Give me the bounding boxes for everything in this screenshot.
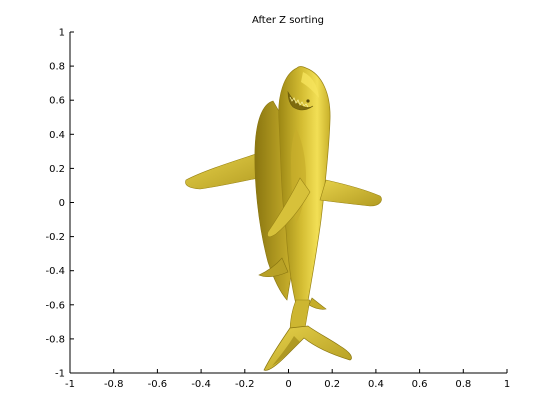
y-tick-label: -0.4 <box>45 266 65 277</box>
shark-pectoral-fin-left <box>185 151 269 190</box>
x-tick-label: -0.4 <box>191 379 211 390</box>
axes: -1 -0.8 -0.6 -0.4 -0.2 0 0.2 0.4 0.6 0.8 1 -1-0.8-… <box>45 28 510 391</box>
shark-tail-fin <box>263 325 352 371</box>
shark-front-fin <box>267 177 311 238</box>
y-tick-label: -0.6 <box>45 300 65 311</box>
x-tick-label: 0.2 <box>324 379 340 390</box>
y-ticks: -1 -0.8 -0.6 -0.4 -0.2 0 0.2 0.4 0.6 0.8 1 <box>45 28 74 380</box>
x-tick-label: -0.8 <box>104 379 124 390</box>
y-tick-label: -0.2 <box>45 232 65 243</box>
y-tick-label: 0 <box>59 198 65 209</box>
y-tick-label: -0.8 <box>45 334 65 345</box>
shark-snout-highlight <box>301 72 319 98</box>
y-tick-label: 1 <box>59 28 65 39</box>
x-tick-label: 0.4 <box>368 379 384 390</box>
y-tick-label: -1 <box>55 369 65 380</box>
shark-pelvic-fin <box>258 257 289 277</box>
x-ticks: -1 -0.8 -0.6 -0.4 -0.2 0 0.2 0.4 0.6 0.8 1 <box>65 369 510 390</box>
shark-pectoral-fin-right <box>319 179 382 207</box>
chart-title: After Z sorting <box>252 15 324 26</box>
x-tick-label: 1 <box>504 379 510 390</box>
y-tick-label: 0.4 <box>49 130 65 141</box>
x-tick-label: 0.6 <box>412 379 428 390</box>
x-tick-label: 0.8 <box>455 379 471 390</box>
y-tick-label: 0.8 <box>49 62 65 73</box>
x-tick-label: -0.6 <box>148 379 168 390</box>
x-tick-label: -0.2 <box>235 379 255 390</box>
x-tick-label: 0 <box>285 379 291 390</box>
shark-mouth <box>287 90 314 111</box>
y-tick-label: 0.6 <box>49 96 65 107</box>
shark-teeth <box>289 96 309 108</box>
shark-tail-shadow <box>272 336 300 366</box>
shark-anal-fin <box>308 297 327 310</box>
x-tick-label: -1 <box>65 379 75 390</box>
y-tick-label: 0.2 <box>49 164 65 175</box>
shark-eye <box>306 99 310 103</box>
shark-surface <box>185 66 382 371</box>
